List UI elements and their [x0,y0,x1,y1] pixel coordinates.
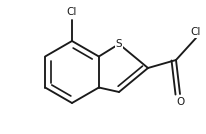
Text: Cl: Cl [191,27,201,37]
Text: O: O [177,97,185,107]
Text: Cl: Cl [67,7,77,17]
Text: S: S [116,39,122,49]
